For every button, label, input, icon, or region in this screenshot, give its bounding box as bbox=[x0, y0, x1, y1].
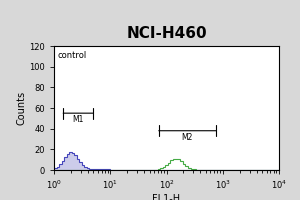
Text: M2: M2 bbox=[182, 133, 193, 142]
X-axis label: FL1-H: FL1-H bbox=[152, 194, 181, 200]
Polygon shape bbox=[54, 152, 279, 170]
Y-axis label: Counts: Counts bbox=[16, 91, 26, 125]
Text: control: control bbox=[57, 51, 87, 60]
Text: M1: M1 bbox=[72, 115, 84, 124]
Title: NCI-H460: NCI-H460 bbox=[126, 26, 207, 41]
